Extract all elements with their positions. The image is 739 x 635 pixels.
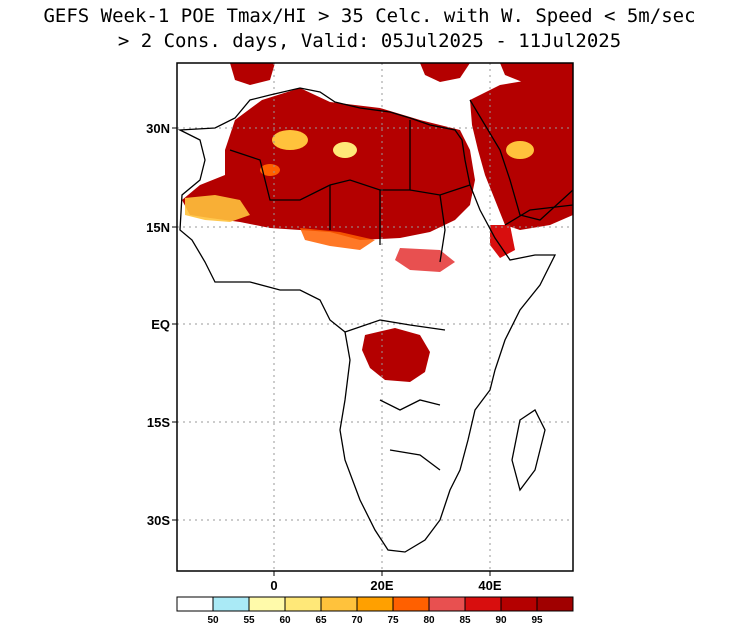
title-line-1: GEFS Week-1 POE Tmax/HI > 35 Celc. with … xyxy=(43,5,696,27)
lat-label-eq: EQ xyxy=(151,317,170,332)
shade-sahel-fringe-2 xyxy=(300,228,375,250)
colorbar-swatch xyxy=(212,596,250,612)
colorbar-label: 95 xyxy=(531,615,543,626)
colorbar-label: 85 xyxy=(459,615,471,626)
colorbar-swatch xyxy=(284,596,322,612)
coastlines xyxy=(177,87,573,553)
colorbar-label: 70 xyxy=(351,615,363,626)
lat-label-30n: 30N xyxy=(146,121,170,136)
shade-sahel-fringe xyxy=(185,195,250,222)
shade-mid xyxy=(395,248,455,272)
colorbar-swatch xyxy=(464,596,502,612)
colorbar-swatch xyxy=(500,596,538,612)
colorbar-swatch xyxy=(536,596,574,612)
graticule xyxy=(177,63,573,571)
colorbar-swatch xyxy=(392,596,430,612)
probability-shading xyxy=(182,63,573,382)
colorbar-label: 75 xyxy=(387,615,399,626)
shade-north-2 xyxy=(420,63,470,82)
shade-light-3 xyxy=(506,141,534,159)
colorbar-swatch xyxy=(356,596,394,612)
shade-congo xyxy=(362,328,430,382)
colorbar-label: 50 xyxy=(207,615,219,626)
shade-north-3 xyxy=(500,63,573,85)
colorbar-label: 55 xyxy=(243,615,255,626)
shade-sahara xyxy=(182,88,475,240)
lat-label-30s: 30S xyxy=(147,513,170,528)
lon-ticks: 0 20E 40E xyxy=(270,571,502,593)
shade-horn xyxy=(490,225,515,258)
lon-label-40e: 40E xyxy=(478,578,501,593)
colorbar-label: 65 xyxy=(315,615,327,626)
colorbar-swatch xyxy=(320,596,358,612)
colorbar: 50 55 60 65 70 75 80 85 90 95 xyxy=(176,596,574,626)
shade-north xyxy=(230,63,275,85)
map-border xyxy=(176,62,574,572)
colorbar-label: 80 xyxy=(423,615,435,626)
lat-label-15s: 15S xyxy=(147,415,170,430)
colorbar-swatch xyxy=(428,596,466,612)
shade-light-4 xyxy=(260,164,280,176)
colorbar-swatch xyxy=(176,596,214,612)
colorbar-swatch xyxy=(248,596,286,612)
lon-label-0: 0 xyxy=(270,578,277,593)
lon-label-20e: 20E xyxy=(370,578,393,593)
title-line-2: > 2 Cons. days, Valid: 05Jul2025 - 11Jul… xyxy=(117,30,622,52)
shade-light-1 xyxy=(272,130,308,150)
lat-ticks: 30N 15N EQ 15S 30S xyxy=(146,121,177,528)
shade-light-2 xyxy=(333,142,357,158)
colorbar-label: 90 xyxy=(495,615,507,626)
colorbar-label: 60 xyxy=(279,615,291,626)
lat-label-15n: 15N xyxy=(146,220,170,235)
